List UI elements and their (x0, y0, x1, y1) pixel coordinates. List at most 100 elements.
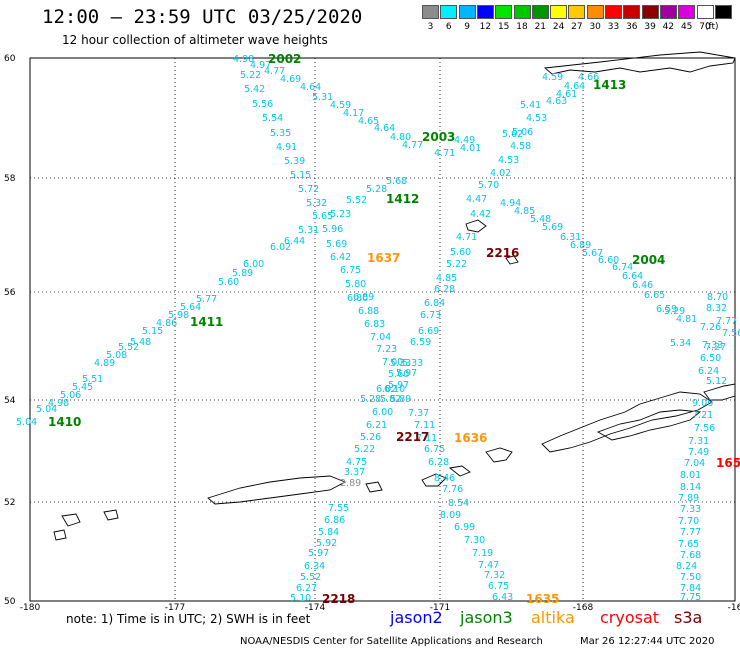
swh-value: 4.98 (233, 54, 254, 65)
track-label: 2002 (268, 52, 301, 66)
swh-value: 5.52 (300, 572, 321, 583)
swh-value: 6.24 (698, 366, 719, 377)
coastline-segment (421, 473, 447, 487)
swh-value: 7.37 (408, 408, 429, 419)
swh-value: 4.71 (434, 148, 455, 159)
swh-value: 4.42 (470, 209, 491, 220)
coastline-segment (541, 391, 713, 453)
swh-value: 5.35 (270, 128, 291, 139)
swh-value: 4.85 (436, 273, 457, 284)
latitude-label: 60 (4, 54, 16, 64)
swh-value: 7.04 (684, 458, 705, 469)
swh-value: 4.85 (514, 206, 535, 217)
swh-value: 4.77 (264, 66, 285, 77)
track-label: 2003 (422, 130, 455, 144)
swh-value: 6.75 (424, 444, 445, 455)
swh-value: 5.12 (706, 376, 727, 387)
scale-swatch (531, 5, 549, 19)
swh-value: 5.33 (390, 358, 411, 369)
scale-label: 70 (699, 22, 711, 32)
swh-value: 2.89 (340, 478, 361, 489)
swh-value: 5.39 (284, 156, 305, 167)
swh-value: 6.80 (347, 293, 368, 304)
swh-value: 4.64 (300, 82, 321, 93)
swh-value: 5.15 (290, 170, 311, 181)
scale-swatch (568, 5, 586, 19)
swh-value: 6.10 (384, 384, 405, 395)
swh-value: 5.65 (312, 211, 333, 222)
swh-value: 4.02 (490, 168, 511, 179)
swh-value: 5.97 (396, 368, 417, 379)
swh-value: 4.91 (276, 142, 297, 153)
swh-value: 5.62 (502, 129, 523, 140)
swh-value: 4.58 (510, 141, 531, 152)
swh-value: 7.32 (484, 570, 505, 581)
swh-value: 4.66 (578, 72, 599, 83)
swh-value: 9.06 (692, 398, 713, 409)
credit-text: NOAA/NESDIS Center for Satellite Applica… (240, 636, 543, 647)
swh-value: 6.83 (364, 319, 385, 330)
swh-value: 4.80 (390, 132, 411, 143)
swh-value: 6.86 (324, 515, 345, 526)
swh-value: 4.89 (94, 358, 115, 369)
swh-value: 7.50 (680, 572, 701, 583)
scale-swatch (495, 5, 513, 19)
coastline-segment (485, 447, 513, 463)
latitude-label: 56 (4, 288, 16, 298)
swh-value: 6.02 (270, 242, 291, 253)
scale-label: 12 (479, 22, 492, 32)
coastline-segment (61, 513, 81, 527)
track-label: 2004 (632, 253, 665, 267)
swh-value: 7.47 (478, 560, 499, 571)
swh-value: 4.53 (526, 113, 547, 124)
swh-value: 6.00 (243, 259, 264, 270)
swh-value: 7.77 (680, 527, 701, 538)
swh-value: 4.59 (330, 100, 351, 111)
scale-swatch (440, 5, 458, 19)
longitude-labels: -180 -177 -174 -171 -168 -16 (20, 603, 740, 613)
footer-note: note: 1) Time is in UTC; 2) SWH is in fe… (66, 612, 311, 626)
track-label: 1635 (526, 592, 559, 606)
swh-value: 7.19 (472, 548, 493, 559)
longitude-label: -171 (430, 603, 450, 613)
coastline-segment (103, 509, 119, 521)
swh-value: 4.97 (250, 60, 271, 71)
scale-label: 42 (662, 22, 675, 32)
swh-value: 5.26 (360, 432, 381, 443)
swh-value: 5.56 (252, 99, 273, 110)
swh-value: 6.31 (560, 232, 581, 243)
latitude-labels: 60 58 56 54 52 50 (4, 54, 16, 607)
swh-value: 5.52 (346, 195, 367, 206)
swh-value: 6.75 (488, 581, 509, 592)
scale-label: 3 (427, 22, 434, 32)
swh-value: 5.89 (390, 394, 411, 405)
coastline-segment (207, 475, 347, 505)
swh-value: 5.51 (82, 374, 103, 385)
longitude-label: -16 (728, 603, 740, 613)
swh-value: 6.89 (570, 240, 591, 251)
swh-value: 6.84 (424, 298, 445, 309)
scale-swatch (422, 5, 439, 19)
swh-value: 6.89 (353, 292, 374, 303)
swh-value: 7.33 (702, 340, 723, 351)
swh-value: 7.55 (328, 503, 349, 514)
swh-value: 7.56 (722, 328, 740, 339)
map-subtitle: 12 hour collection of altimeter wave hei… (62, 33, 328, 47)
generated-timestamp: Mar 26 12:27:44 UTC 2020 (580, 636, 715, 647)
swh-value: 7.00 (382, 357, 403, 368)
swh-value: 7.56 (694, 423, 715, 434)
swh-value: 5.77 (196, 294, 217, 305)
latitude-label: 52 (4, 498, 15, 508)
coastline-segment (543, 51, 736, 75)
swh-value: 7.31 (688, 436, 709, 447)
scale-label: 21 (534, 22, 547, 32)
swh-value: 5.82 (380, 394, 401, 405)
track-label: 1411 (190, 315, 223, 329)
swh-value: 5.92 (316, 538, 337, 549)
swh-value: 5.10 (290, 593, 311, 604)
swh-value: 7.49 (688, 447, 709, 458)
swh-value: 7.76 (442, 484, 463, 495)
swh-value: 6.43 (492, 592, 513, 603)
swh-value: 6.00 (372, 407, 393, 418)
